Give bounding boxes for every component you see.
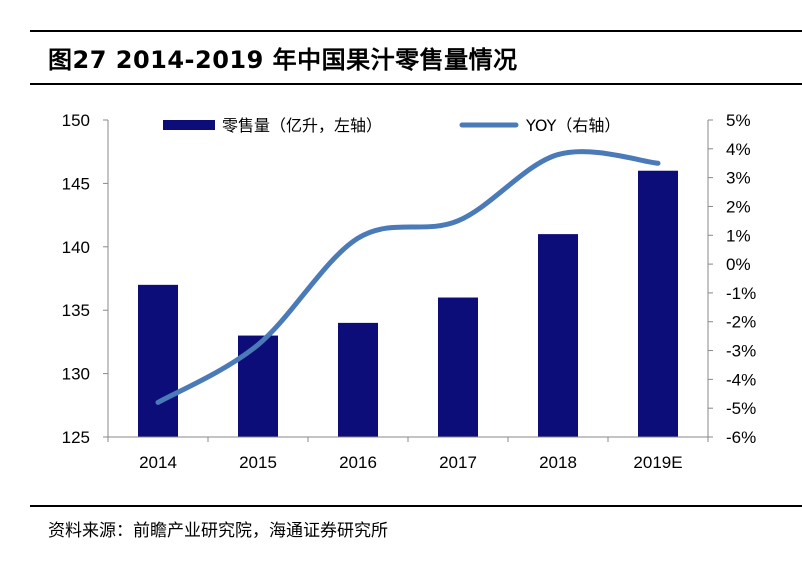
left-tick-label: 145: [62, 174, 90, 193]
right-tick-label: -2%: [726, 313, 756, 332]
bottom-rule: [30, 505, 802, 507]
x-tick-label: 2014: [139, 453, 177, 472]
bar-2018: [538, 234, 578, 437]
legend-label-line: YOY（右轴）: [525, 116, 620, 135]
right-tick-label: -4%: [726, 370, 756, 389]
left-tick-label: 125: [62, 428, 90, 447]
yoy-line: [155, 149, 661, 405]
figure-title: 图27 2014-2019 年中国果汁零售量情况: [48, 46, 518, 74]
x-tick-label: 2018: [539, 453, 577, 472]
left-tick-label: 150: [62, 111, 90, 130]
bar-2017: [438, 297, 478, 437]
left-tick-label: 135: [62, 301, 90, 320]
right-tick-label: 4%: [726, 140, 751, 159]
left-tick-label: 140: [62, 238, 90, 257]
right-tick-label: -3%: [726, 342, 756, 361]
x-tick-label: 2017: [439, 453, 477, 472]
right-tick-label: 0%: [726, 255, 751, 274]
title-rule: [30, 83, 802, 85]
x-tick-label: 2019E: [633, 453, 682, 472]
right-tick-label: 2%: [726, 197, 751, 216]
right-tick-label: 3%: [726, 169, 751, 188]
bar-2019E: [638, 170, 678, 437]
right-tick-label: -6%: [726, 428, 756, 447]
left-tick-label: 130: [62, 365, 90, 384]
right-tick-label: -5%: [726, 399, 756, 418]
bar-2014: [138, 284, 178, 437]
right-tick-label: 1%: [726, 226, 751, 245]
x-tick-label: 2015: [239, 453, 277, 472]
source-note: 资料来源：前瞻产业研究院，海通证券研究所: [48, 521, 388, 541]
x-tick-label: 2016: [339, 453, 377, 472]
legend-label-bar: 零售量（亿升，左轴）: [222, 116, 382, 135]
right-tick-label: -1%: [726, 284, 756, 303]
legend-swatch-bar: [163, 120, 215, 130]
right-tick-label: 5%: [726, 111, 751, 130]
bar-2015: [238, 335, 278, 437]
top-rule: [30, 30, 802, 32]
bar-2016: [338, 322, 378, 437]
